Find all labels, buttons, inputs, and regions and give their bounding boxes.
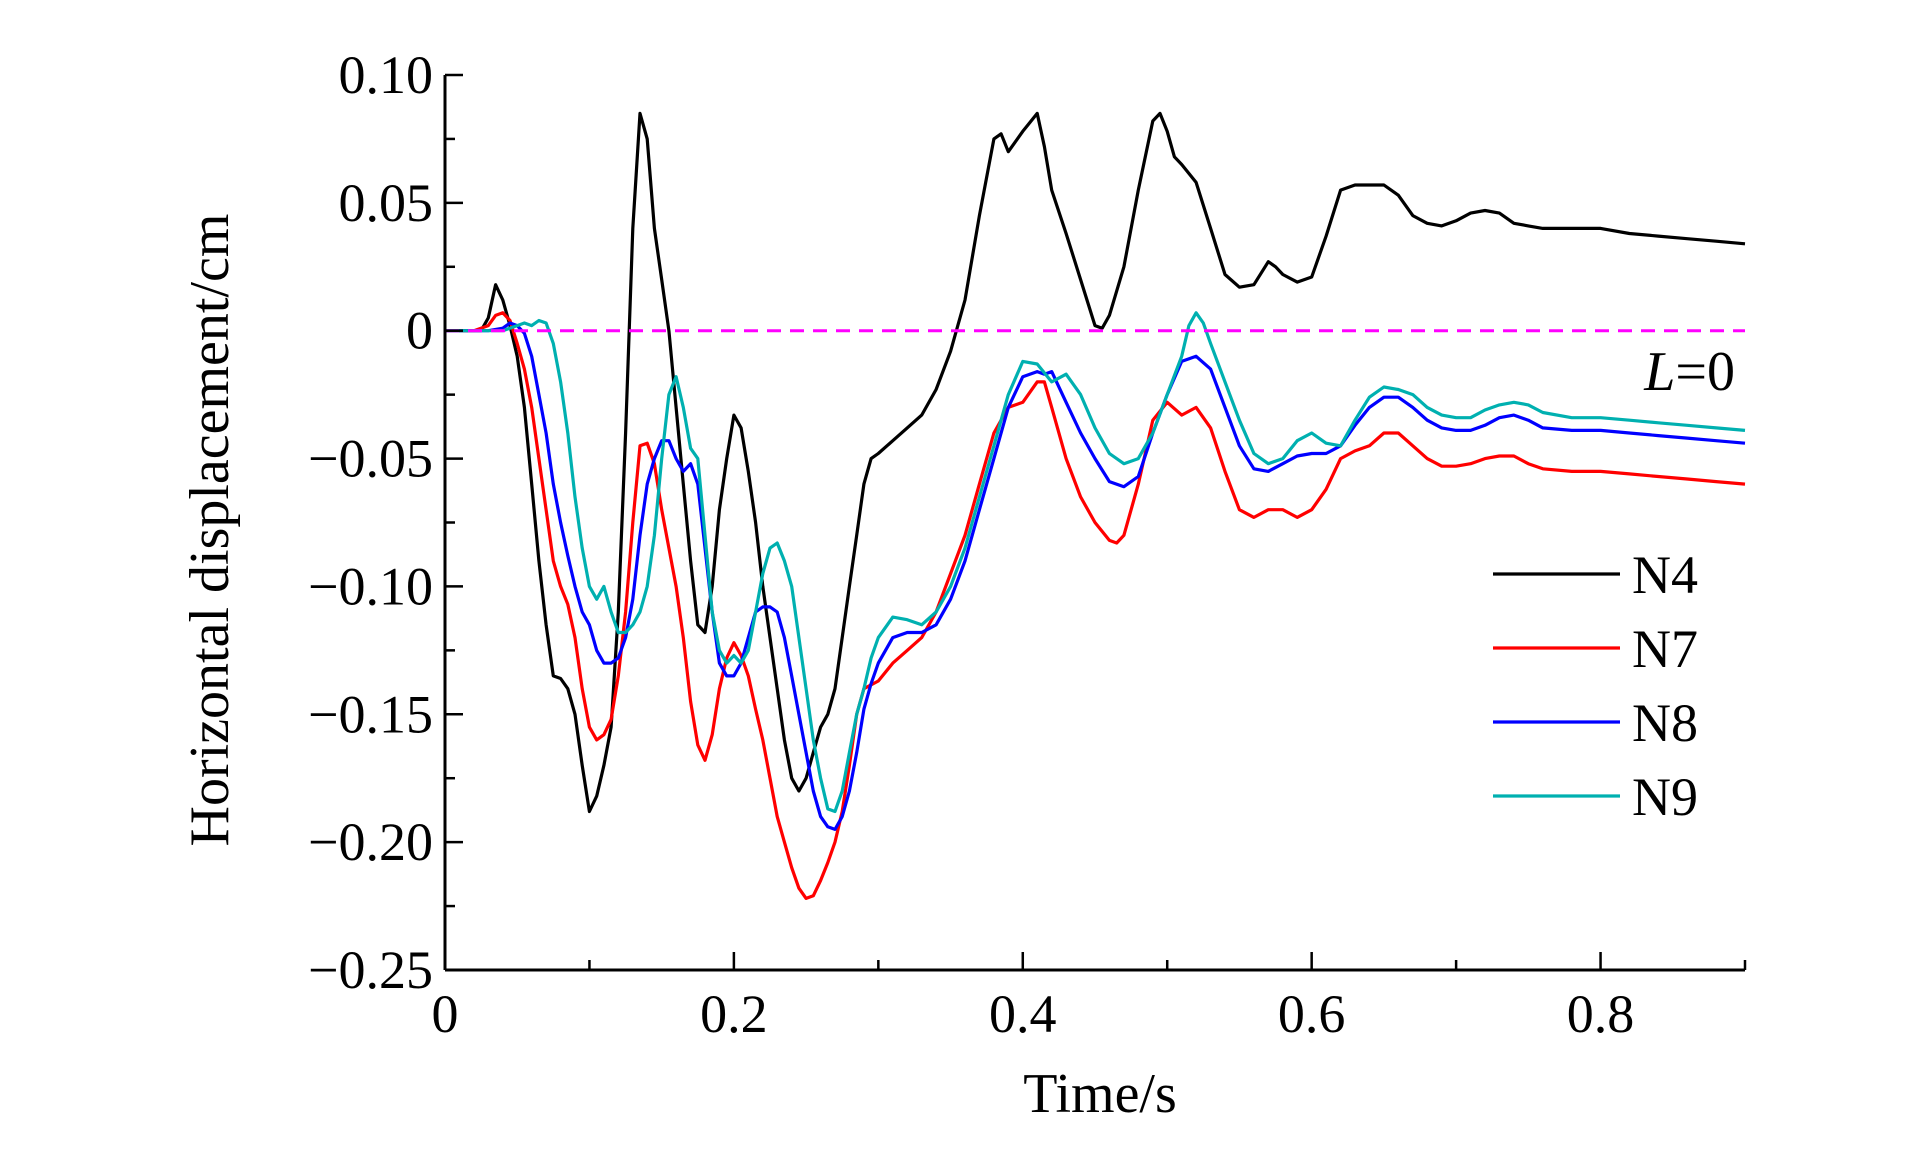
y-axis-label: Horizontal displacement/cm <box>179 214 241 847</box>
series-line-n7 <box>445 311 1746 900</box>
legend: N4 N7 N8 N9 <box>1493 545 1698 827</box>
legend-label-n4: N4 <box>1632 545 1698 605</box>
x-axis-label: Time/s <box>1023 1063 1177 1125</box>
legend-label-n9: N9 <box>1632 767 1698 827</box>
x-tick-label: 0.2 <box>700 984 768 1044</box>
y-tick-label: −0.10 <box>308 556 433 616</box>
y-tick-label: 0.10 <box>339 45 434 105</box>
x-tick-label: 0.4 <box>989 984 1057 1044</box>
legend-label-n7: N7 <box>1632 619 1698 679</box>
series-line-n9 <box>445 311 1746 814</box>
y-tick-label: 0 <box>406 301 433 361</box>
y-tick-label: −0.25 <box>308 940 433 1000</box>
plot-series <box>445 111 1746 900</box>
x-tick-label: 0.8 <box>1567 984 1635 1044</box>
y-tick-label: 0.05 <box>339 173 434 233</box>
y-tick-label: −0.05 <box>308 429 433 489</box>
legend-label-n8: N8 <box>1632 693 1698 753</box>
x-tick-label: 0 <box>432 984 459 1044</box>
y-tick-label: −0.20 <box>308 812 433 872</box>
axes: 0 0.2 0.4 0.6 0.8 0.10 0.05 0 −0.05 −0.10 −0.15 −0.… <box>308 45 1747 1044</box>
x-tick-label: 0.6 <box>1278 984 1346 1044</box>
series-line-n8 <box>445 321 1746 831</box>
annotation-l-equals-0: L=0 <box>1643 341 1735 403</box>
y-tick-label: −0.15 <box>308 684 433 744</box>
